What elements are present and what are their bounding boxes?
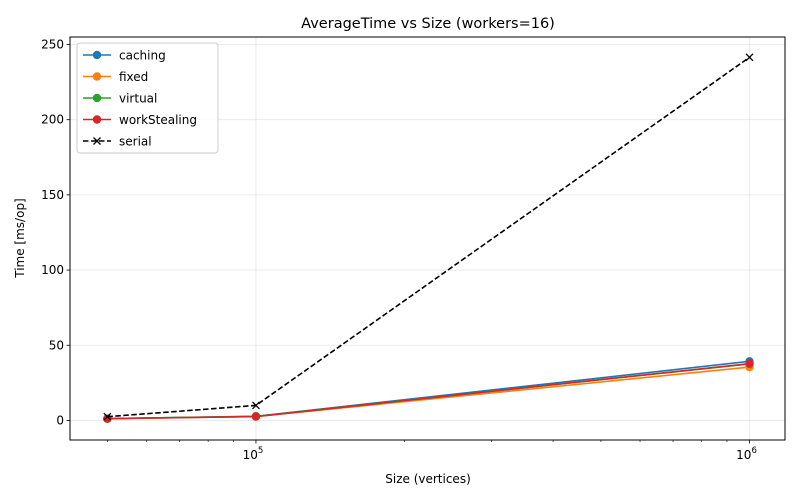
series-caching bbox=[103, 357, 754, 423]
legend-label: workStealing bbox=[119, 113, 197, 127]
legend-label: caching bbox=[119, 49, 166, 63]
x-tick-label: 105 bbox=[243, 446, 264, 462]
y-tick-label: 50 bbox=[49, 338, 64, 352]
legend-label: serial bbox=[119, 135, 152, 149]
series-virtual bbox=[103, 359, 754, 423]
x-tick-exponent: 6 bbox=[751, 446, 756, 456]
legend: caching fixed virtual workStealing serial bbox=[76, 42, 219, 154]
chart-title: AverageTime vs Size (workers=16) bbox=[301, 16, 555, 32]
y-tick-label: 200 bbox=[41, 113, 64, 127]
legend-item-workStealing: workStealing bbox=[83, 113, 197, 127]
legend-label: fixed bbox=[119, 70, 148, 84]
legend-item-serial: serial bbox=[83, 135, 152, 149]
data-point-serial bbox=[103, 412, 112, 421]
legend-marker bbox=[92, 93, 102, 103]
y-tick-label: 100 bbox=[41, 263, 64, 277]
legend-label: virtual bbox=[119, 92, 157, 106]
y-tick-label: 0 bbox=[56, 413, 64, 427]
legend-marker bbox=[93, 137, 101, 145]
y-tick-label: 250 bbox=[41, 38, 64, 52]
legend-item-virtual: virtual bbox=[83, 92, 157, 106]
series-group bbox=[103, 53, 754, 423]
data-point-workStealing bbox=[745, 359, 754, 368]
plot-area bbox=[69, 36, 786, 441]
legend-box bbox=[76, 42, 219, 154]
data-point-serial bbox=[745, 53, 754, 62]
x-axis-label: Size (vertices) bbox=[385, 472, 471, 486]
x-tick-label: 106 bbox=[736, 446, 757, 462]
x-axis: 105 106 bbox=[107, 440, 757, 462]
y-axis-label: Time [ms/op] bbox=[13, 198, 27, 279]
legend-marker bbox=[92, 50, 102, 60]
data-point-workStealing bbox=[251, 412, 261, 421]
y-axis: 0 50 100 150 200 250 bbox=[41, 38, 70, 427]
legend-item-fixed: fixed bbox=[83, 70, 148, 84]
x-tick-exponent: 5 bbox=[258, 446, 263, 456]
series-workStealing bbox=[103, 359, 754, 423]
legend-marker bbox=[92, 115, 102, 124]
y-tick-label: 150 bbox=[41, 188, 64, 202]
series-serial bbox=[103, 53, 754, 421]
legend-marker bbox=[92, 72, 102, 81]
data-point-serial bbox=[251, 401, 260, 410]
legend-item-caching: caching bbox=[83, 49, 166, 63]
